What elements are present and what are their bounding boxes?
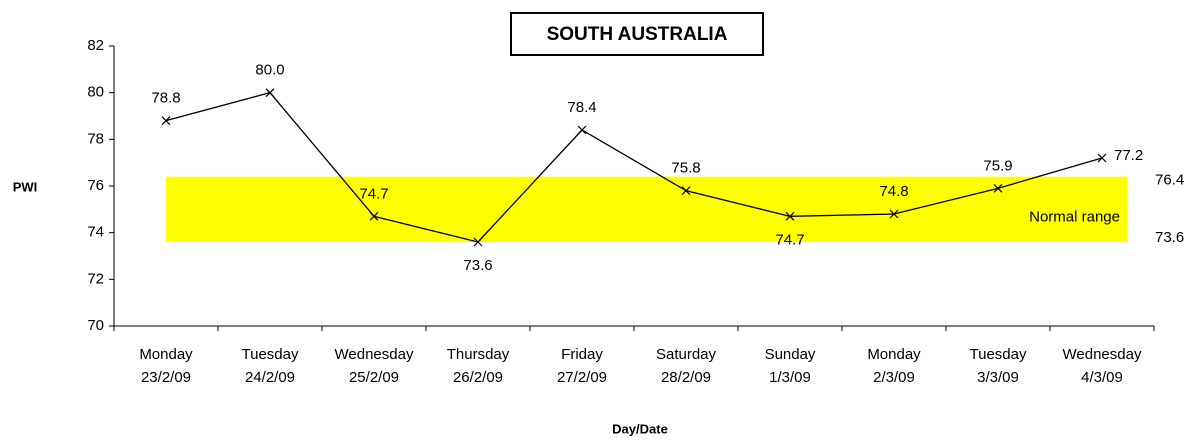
data-label: 74.7 (775, 231, 804, 248)
y-tick-label: 78 (87, 130, 104, 147)
data-label: 75.8 (671, 160, 700, 177)
y-tick-label: 72 (87, 270, 104, 287)
y-tick-label: 70 (87, 317, 104, 334)
data-label: 78.8 (151, 90, 180, 107)
x-tick-label: 2/3/09 (873, 369, 915, 386)
marker (889, 209, 899, 219)
x-tick-label: Thursday (447, 346, 510, 363)
marker (1097, 153, 1107, 163)
x-tick-label: Tuesday (242, 346, 299, 363)
x-tick-label: 23/2/09 (141, 369, 191, 386)
band-label: Normal range (1029, 208, 1120, 225)
x-tick-label: 4/3/09 (1081, 369, 1123, 386)
data-label: 78.4 (567, 99, 596, 116)
x-tick-label: Tuesday (970, 346, 1027, 363)
x-tick-label: 3/3/09 (977, 369, 1019, 386)
y-axis-label: PWI (13, 179, 38, 194)
x-tick-label: Wednesday (1063, 346, 1142, 363)
x-tick-label: 1/3/09 (769, 369, 811, 386)
x-tick-label: 24/2/09 (245, 369, 295, 386)
marker (577, 125, 587, 135)
title-box (510, 12, 764, 56)
y-tick-label: 76 (87, 177, 104, 194)
x-tick-label: 25/2/09 (349, 369, 399, 386)
x-tick-label: Wednesday (335, 346, 414, 363)
marker (369, 211, 379, 221)
x-tick-label: 26/2/09 (453, 369, 503, 386)
x-tick-label: 27/2/09 (557, 369, 607, 386)
x-tick-label: Monday (139, 346, 193, 363)
band-low-label: 73.6 (1155, 229, 1184, 246)
marker (473, 237, 483, 247)
x-tick-label: Friday (561, 346, 603, 363)
y-tick-label: 80 (87, 84, 104, 101)
data-label: 74.7 (359, 185, 388, 202)
data-label: 75.9 (983, 157, 1012, 174)
x-tick-label: Monday (867, 346, 921, 363)
data-label: 77.2 (1114, 147, 1143, 164)
marker (265, 88, 275, 98)
normal-range-band (166, 176, 1127, 242)
data-line (165, 91, 1103, 243)
marker (161, 116, 171, 126)
y-tick-label: 82 (87, 37, 104, 54)
x-axis-label: Day/Date (612, 421, 668, 436)
marker (681, 186, 691, 196)
marker (993, 183, 1003, 193)
data-label: 80.0 (255, 62, 284, 79)
x-tick-label: Sunday (765, 346, 816, 363)
data-label: 73.6 (463, 257, 492, 274)
band-high-label: 76.4 (1155, 172, 1184, 189)
x-tick-label: 28/2/09 (661, 369, 711, 386)
data-label: 74.8 (879, 183, 908, 200)
chart-title: SOUTH AUSTRALIA (547, 24, 728, 45)
marker (785, 211, 795, 221)
y-tick-label: 74 (87, 224, 104, 241)
x-tick-label: Saturday (656, 346, 717, 363)
